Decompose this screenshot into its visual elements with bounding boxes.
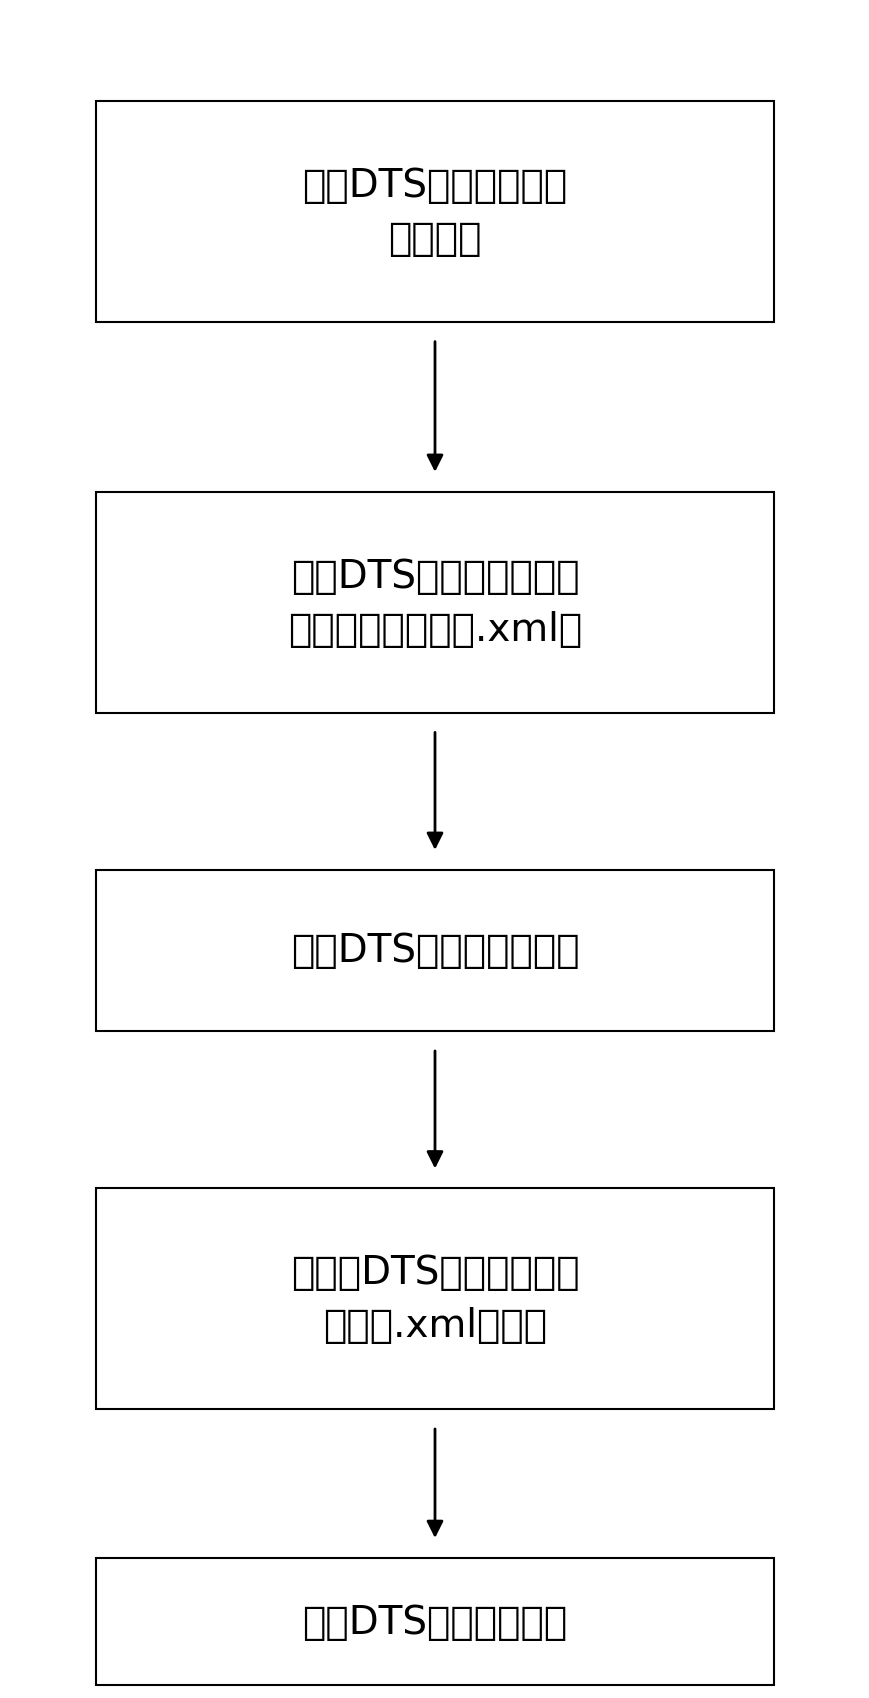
Text: 获取DTS教案模型时间戳: 获取DTS教案模型时间戳 [290, 932, 579, 970]
FancyBboxPatch shape [96, 1189, 773, 1409]
Text: 划分DTS厂站图过程库
和目标库: 划分DTS厂站图过程库 和目标库 [302, 166, 567, 258]
Text: 更新DTS厂站图目标库: 更新DTS厂站图目标库 [302, 1603, 567, 1640]
FancyBboxPatch shape [96, 492, 773, 713]
FancyBboxPatch shape [96, 102, 773, 323]
FancyBboxPatch shape [96, 1559, 773, 1684]
Text: 形成《DTS启动所需更新
厂站图.xml》文件: 形成《DTS启动所需更新 厂站图.xml》文件 [290, 1253, 579, 1345]
FancyBboxPatch shape [96, 869, 773, 1031]
Text: 刷新DTS厂站图更新库和
《厂站图更新日志.xml》: 刷新DTS厂站图更新库和 《厂站图更新日志.xml》 [288, 557, 581, 649]
